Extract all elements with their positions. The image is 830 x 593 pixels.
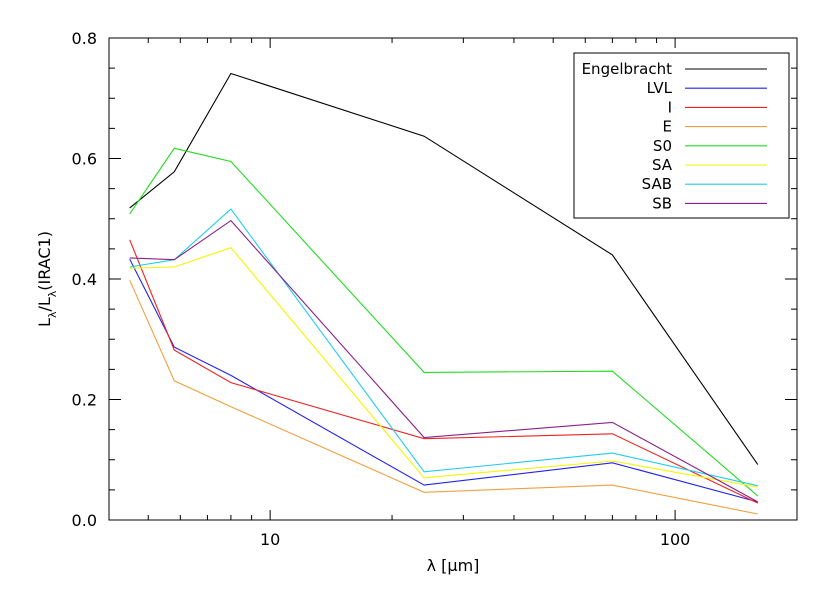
y-tick-label: 0.4 <box>72 270 97 289</box>
y-axis-label-sub2: λ <box>46 290 59 297</box>
legend-label: SAB <box>642 175 672 193</box>
series-line-engelbracht <box>129 72 759 465</box>
series-line-sb <box>129 219 759 503</box>
series-lines <box>129 72 759 515</box>
legend-label: SA <box>652 156 673 174</box>
y-axis-label-sub1: λ <box>46 311 59 318</box>
series-line-s0 <box>129 147 759 497</box>
y-axis-label-tail: (IRAC1) <box>35 231 54 291</box>
legend-label: SB <box>652 194 672 212</box>
x-tick-label: 100 <box>660 530 691 549</box>
y-tick-label: 0.0 <box>72 511 97 530</box>
series-line-sa <box>129 247 758 488</box>
x-axis-label: λ [μm] <box>427 556 480 575</box>
tick-labels: 10 100 0.0 0.2 0.4 0.6 0.8 <box>72 29 691 549</box>
y-tick-label: 0.8 <box>72 29 97 48</box>
legend-box <box>573 52 790 219</box>
legend-label: LVL <box>647 79 673 97</box>
legend-label: Engelbracht <box>582 60 673 78</box>
y-axis-label-main: L <box>35 318 54 327</box>
y-axis-label: Lλ/Lλ(IRAC1) <box>35 231 59 327</box>
series-line-i <box>129 239 759 504</box>
y-tick-label: 0.2 <box>72 391 97 410</box>
y-tick-label: 0.6 <box>72 150 97 169</box>
axis-ticks <box>108 37 798 521</box>
legend-label: S0 <box>653 137 672 155</box>
series-line-sab <box>129 208 758 487</box>
series-line-e <box>129 279 758 515</box>
x-tick-label: 10 <box>260 530 280 549</box>
legend-label: I <box>668 98 672 116</box>
legend-label: E <box>663 118 672 136</box>
y-axis-label-mid: /L <box>35 297 54 311</box>
series-line-lvl <box>129 258 758 503</box>
